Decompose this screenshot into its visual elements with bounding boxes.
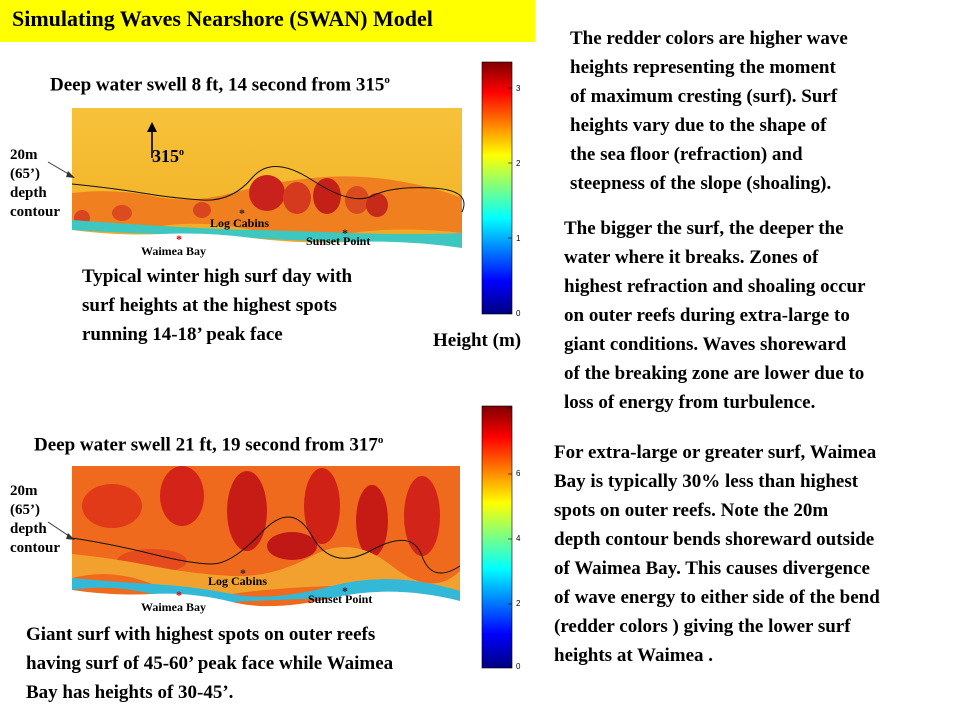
- panel1-tick-2: 2: [516, 159, 521, 168]
- panel1-heading-degree: o: [384, 74, 390, 86]
- panel1-tick-1: 1: [516, 234, 521, 243]
- panel1-colorbar: [481, 61, 513, 315]
- explanation3-line1: For extra-large or greater surf, Waimea: [554, 442, 877, 463]
- explanation1-line5: the sea floor (refraction) and: [570, 144, 803, 165]
- explanation3-line2: Bay is typically 30% less than highest: [554, 471, 859, 492]
- panel2-heading-text: Deep water swell 21 ft, 19 second from 3…: [34, 434, 378, 456]
- explanation3-line5: of Waimea Bay. This causes divergence: [554, 558, 870, 579]
- panel2-waimea-label: Waimea Bay: [141, 600, 206, 614]
- panel1-heading: Deep water swell 8 ft, 14 second from 31…: [50, 74, 390, 96]
- panel1-log-cabins-label: Log Cabins: [210, 216, 270, 230]
- panel1-land: [72, 230, 462, 258]
- panel2-depth-contour: [71, 516, 461, 574]
- panel1-arrow-deg-symbol: o: [179, 147, 184, 158]
- panel1-colorbar-gradient: [481, 61, 513, 315]
- explanation1-line4: heights vary due to the shape of: [570, 115, 827, 136]
- panel2-waimea-marker: *: [176, 588, 182, 602]
- panel1-depth-contour: [71, 166, 465, 213]
- panel2-depth-line4: contour: [10, 540, 60, 556]
- explanation-paragraph-3: For extra-large or greater surf, Waimea …: [554, 438, 880, 670]
- panel2-wave-map: [71, 466, 461, 612]
- explanation2-line7: loss of energy from turbulence.: [564, 392, 816, 413]
- panel2-depth-pointer: [47, 521, 75, 540]
- panel1-arrow-deg-text: 315: [152, 146, 179, 166]
- panel2-hotspots: [82, 466, 440, 573]
- panel2-heading-degree: o: [377, 434, 384, 446]
- panel2-colorbar-gradient: [481, 405, 513, 669]
- explanation2-line6: of the breaking zone are lower due to: [564, 363, 865, 384]
- explanation2-line5: giant conditions. Waves shoreward: [564, 334, 847, 355]
- panel2-colorbar: [481, 405, 513, 669]
- panel1-log-cabins-marker: *: [239, 206, 245, 220]
- panel2-sunset-marker: *: [342, 584, 348, 598]
- panel1-caption-line3: running 14-18’ peak face: [82, 324, 283, 345]
- panel2-heading: Deep water swell 21 ft, 19 second from 3…: [34, 434, 383, 456]
- height-axis-label: Height (m): [433, 330, 522, 351]
- panel1-depth-line4: contour: [10, 204, 60, 220]
- panel2-colorbar-ticks: [508, 407, 512, 668]
- explanation2-line3: highest refraction and shoaling occur: [564, 276, 866, 297]
- panel2-tick-0: 0: [516, 662, 521, 671]
- panel1-depth-pointer: [47, 161, 75, 178]
- page-title: Simulating Waves Nearshore (SWAN) Model: [12, 6, 433, 31]
- panel1-heading-text: Deep water swell 8 ft, 14 second from 31…: [50, 74, 385, 96]
- panel1-depth-line3: depth: [10, 185, 47, 201]
- explanation-paragraph-2: The bigger the surf, the deeper the wate…: [564, 214, 866, 417]
- title-banner: [0, 0, 535, 42]
- panel1-colorbar-ticks: [508, 87, 512, 314]
- panel1-depth-line2: (65’): [10, 166, 40, 182]
- panel1-sunset-label: Sunset Point: [306, 234, 371, 248]
- panel2-caption-line3: Bay has heights of 30-45’.: [26, 682, 234, 703]
- panel2-sunset-label: Sunset Point: [308, 592, 373, 606]
- explanation3-line6: of wave energy to either side of the ben…: [554, 587, 880, 608]
- panel2-tick-2: 2: [516, 599, 521, 608]
- panel2-tick-6: 6: [516, 469, 521, 478]
- panel2-caption-line1: Giant surf with highest spots on outer r…: [26, 624, 376, 645]
- panel1-caption: Typical winter high surf day with surf h…: [82, 262, 352, 349]
- explanation1-line3: of maximum cresting (surf). Surf: [570, 86, 838, 107]
- panel2-depth-label: 20m (65’) depth contour: [10, 482, 60, 558]
- explanation1-line6: steepness of the slope (shoaling).: [570, 173, 832, 194]
- explanation1-line2: heights representing the moment: [570, 57, 836, 78]
- explanation2-line1: The bigger the surf, the deeper the: [564, 218, 844, 239]
- explanation3-line3: spots on outer reefs. Note the 20m: [554, 500, 829, 521]
- panel2-land: [72, 590, 460, 612]
- panel1-arrow-label: 315o: [152, 146, 184, 167]
- explanation1-line1: The redder colors are higher wave: [570, 28, 848, 49]
- panel1-sunset-marker: *: [342, 226, 348, 240]
- explanation3-line7: (redder colors ) giving the lower surf: [554, 616, 851, 637]
- panel1-tick-0: 0: [516, 309, 521, 318]
- explanation-paragraph-1: The redder colors are higher wave height…: [570, 24, 848, 198]
- panel2-log-cabins-label: Log Cabins: [208, 574, 268, 588]
- panel1-hotspots: [74, 175, 388, 226]
- panel1-depth-label: 20m (65’) depth contour: [10, 146, 60, 222]
- explanation3-line8: heights at Waimea .: [554, 645, 714, 666]
- panel1-depth-line1: 20m: [10, 147, 38, 163]
- panel2-tick-4: 4: [516, 534, 521, 543]
- panel1-tick-3: 3: [516, 84, 521, 93]
- panel1-shallow-fringe: [72, 220, 462, 248]
- panel1-wave-map: [71, 108, 465, 258]
- panel2-depth-line3: depth: [10, 521, 47, 537]
- panel2-depth-line1: 20m: [10, 483, 38, 499]
- panel1-arrow-head: [147, 122, 157, 132]
- explanation2-line4: on outer reefs during extra-large to: [564, 305, 850, 326]
- panel1-waimea-marker: *: [176, 232, 182, 246]
- explanation3-line4: depth contour bends shoreward outside: [554, 529, 875, 550]
- panel1-caption-line2: surf heights at the highest spots: [82, 295, 337, 316]
- explanation2-line2: water where it breaks. Zones of: [564, 247, 819, 268]
- panel2-log-cabins-marker: *: [240, 566, 246, 580]
- panel2-depth-line2: (65’): [10, 502, 40, 518]
- panel2-caption-line2: having surf of 45-60’ peak face while Wa…: [26, 653, 394, 674]
- panel2-caption: Giant surf with highest spots on outer r…: [26, 620, 393, 707]
- panel1-caption-line1: Typical winter high surf day with: [82, 266, 353, 287]
- panel1-waimea-label: Waimea Bay: [141, 244, 206, 258]
